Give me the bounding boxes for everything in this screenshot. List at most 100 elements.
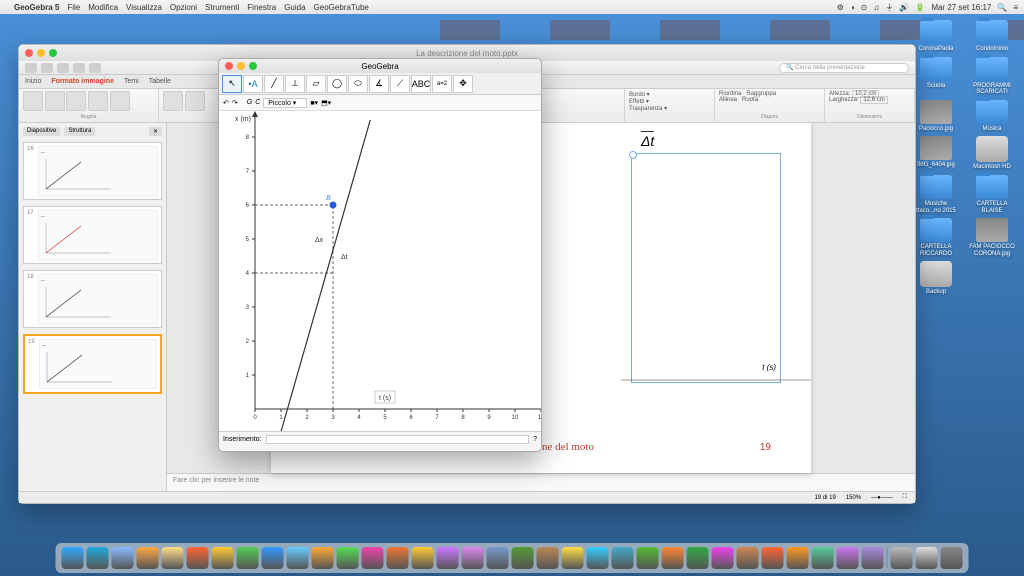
dock-app[interactable] <box>837 547 859 569</box>
dock-app[interactable] <box>287 547 309 569</box>
dock-app[interactable] <box>237 547 259 569</box>
save-icon[interactable] <box>41 63 53 73</box>
dock-app[interactable] <box>137 547 159 569</box>
dock-app[interactable] <box>162 547 184 569</box>
notif-icon[interactable]: ≡ <box>1013 3 1018 12</box>
dock-app[interactable] <box>862 547 884 569</box>
reimposta-button[interactable] <box>185 91 205 111</box>
zoom-level[interactable]: 150% <box>846 495 861 501</box>
dock-app[interactable] <box>787 547 809 569</box>
dock-app[interactable] <box>437 547 459 569</box>
desktop-item[interactable]: CARTELLA RICCARDO <box>912 218 960 257</box>
desktop-item[interactable]: Paciocco.jpg <box>912 100 960 133</box>
status-icon[interactable]: ⊙ <box>861 3 868 12</box>
clock[interactable]: Mar 27 set 16:17 <box>931 3 991 12</box>
ritaglia-button[interactable] <box>110 91 130 111</box>
desktop-item[interactable]: IMG_6404.jpg <box>912 136 960 171</box>
dock-app[interactable] <box>637 547 659 569</box>
redo-icon[interactable]: ↷ <box>232 99 238 107</box>
wifi-icon[interactable]: ⏚ <box>885 2 893 13</box>
close-icon[interactable] <box>225 62 233 70</box>
desktop-item[interactable]: Backup <box>912 261 960 296</box>
slider-tool[interactable]: a=2 <box>432 75 452 93</box>
undo-icon[interactable] <box>57 63 69 73</box>
zoom-slider[interactable]: —●—— <box>871 495 893 501</box>
filtri-button[interactable] <box>66 91 86 111</box>
dock-app[interactable] <box>537 547 559 569</box>
correzioni-button[interactable] <box>23 91 43 111</box>
help-icon[interactable]: ? <box>533 436 537 443</box>
polygon-tool[interactable]: ▱ <box>306 75 326 93</box>
minimize-icon[interactable] <box>237 62 245 70</box>
battery-icon[interactable]: 🔋 <box>915 3 925 12</box>
redo-icon[interactable] <box>73 63 85 73</box>
dock-app[interactable] <box>387 547 409 569</box>
notes-field[interactable]: Fare clic per inserire le note <box>167 473 915 491</box>
search-input[interactable]: 🔍 Cerca nella presentazione <box>779 63 909 73</box>
menu-geogebratube[interactable]: GeoGebraTube <box>314 3 369 12</box>
ellipse-tool[interactable]: ⬭ <box>348 75 368 93</box>
reflect-tool[interactable]: ⟋ <box>390 75 410 93</box>
gg-input[interactable] <box>266 435 530 444</box>
ricolora-button[interactable] <box>45 91 65 111</box>
dock-app[interactable] <box>112 547 134 569</box>
dock-app[interactable] <box>891 547 913 569</box>
dock-app[interactable] <box>62 547 84 569</box>
dock-app[interactable] <box>362 547 384 569</box>
desktop-item[interactable]: FAM PACIOCCO CORONA.jpg <box>968 218 1016 257</box>
dock-app[interactable] <box>712 547 734 569</box>
status-icon[interactable]: ◑ <box>850 3 855 12</box>
dock-app[interactable] <box>187 547 209 569</box>
undo-icon[interactable]: ↶ <box>223 99 229 107</box>
gg-canvas[interactable]: 0123456789101112345678x (m)t (s)ΔxΔtB <box>219 111 541 431</box>
slide-thumb[interactable]: 17— <box>23 206 162 264</box>
dock-app[interactable] <box>916 547 938 569</box>
slide-panel[interactable]: Diapositive Struttura ✕ 16—17—18—19— <box>19 123 167 491</box>
desktop-item[interactable]: CARTELLA BLAISE <box>968 175 1016 214</box>
dock-app[interactable] <box>687 547 709 569</box>
dock-app[interactable] <box>737 547 759 569</box>
desktop-item[interactable]: Musica <box>968 100 1016 133</box>
dock-app[interactable] <box>212 547 234 569</box>
dock-app[interactable] <box>412 547 434 569</box>
line-tool[interactable]: ╱ <box>264 75 284 93</box>
desktop-item[interactable]: Scuola <box>912 57 960 96</box>
status-icon[interactable]: ⚙ <box>837 3 844 12</box>
comprimi-button[interactable] <box>163 91 183 111</box>
menu-finestra[interactable]: Finestra <box>247 3 276 12</box>
dock-app[interactable] <box>562 547 584 569</box>
desktop-item[interactable]: Macintosh HD <box>968 136 1016 171</box>
dock-app[interactable] <box>512 547 534 569</box>
tab-diapositive[interactable]: Diapositive <box>23 127 60 136</box>
image-placeholder[interactable] <box>631 153 781 383</box>
slide-thumb[interactable]: 19— <box>23 334 162 394</box>
dock-app[interactable] <box>662 547 684 569</box>
menu-opzioni[interactable]: Opzioni <box>170 3 197 12</box>
desktop-item[interactable]: Condominio <box>968 20 1016 53</box>
desktop-item[interactable]: PROGRAMMI SCARICATI <box>968 57 1016 96</box>
tab-tabelle[interactable]: Tabelle <box>149 78 171 85</box>
maximize-icon[interactable] <box>49 49 57 57</box>
menu-guida[interactable]: Guida <box>284 3 305 12</box>
menu-visualizza[interactable]: Visualizza <box>126 3 162 12</box>
home-icon[interactable] <box>25 63 37 73</box>
size-select[interactable]: Piccolo ▾ <box>263 98 307 108</box>
gg-titlebar[interactable]: GeoGebra <box>219 59 541 73</box>
close-icon[interactable] <box>25 49 33 57</box>
fit-button[interactable]: ⛶ <box>903 494 907 501</box>
tab-temi[interactable]: Temi <box>124 78 139 85</box>
dock-app[interactable] <box>337 547 359 569</box>
move-tool[interactable]: ↖ <box>222 75 242 93</box>
menu-strumenti[interactable]: Strumenti <box>205 3 239 12</box>
tab-struttura[interactable]: Struttura <box>64 127 95 136</box>
perp-tool[interactable]: ⟂ <box>285 75 305 93</box>
search-icon[interactable]: 🔍 <box>997 3 1007 12</box>
print-icon[interactable] <box>89 63 101 73</box>
dock-app[interactable] <box>587 547 609 569</box>
close-panel-icon[interactable]: ✕ <box>149 127 162 136</box>
dock-app[interactable] <box>812 547 834 569</box>
maximize-icon[interactable] <box>249 62 257 70</box>
menu-file[interactable]: File <box>67 3 80 12</box>
dock-app[interactable] <box>312 547 334 569</box>
desktop-item[interactable]: Musiche ttaco...no 2015 <box>912 175 960 214</box>
